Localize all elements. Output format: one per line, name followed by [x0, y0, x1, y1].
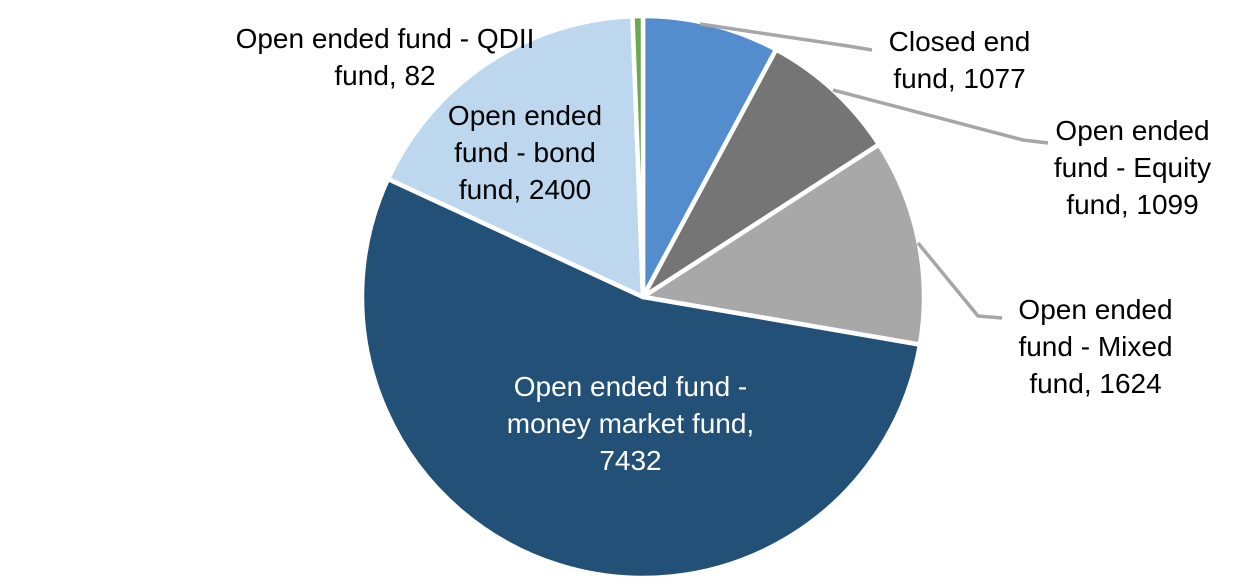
leader-line-closed-end-fund: [699, 22, 873, 52]
leader-lines: [699, 22, 1049, 320]
pie-slice-money-market-fund: [359, 176, 923, 581]
leader-line-equity-fund: [832, 88, 1049, 145]
data-label-bond-fund: Open ended fund - bond fund, 2400: [447, 100, 603, 205]
data-label-equity-fund: Open ended fund - Equity fund, 1099: [1053, 115, 1212, 220]
data-label-money-market-fund: Open ended fund - money market fund, 743…: [506, 371, 755, 476]
pie-slice-qdii-fund: [630, 13, 646, 300]
data-label-qdii-fund: Open ended fund - QDII fund, 82: [235, 23, 535, 91]
pie-slice-mixed-fund: [640, 142, 927, 347]
data-label-closed-end-fund: Closed end fund, 1077: [888, 26, 1031, 94]
data-label-mixed-fund: Open ended fund - Mixed fund, 1624: [1018, 294, 1173, 399]
pie-slice-bond-fund: [385, 13, 646, 300]
leader-line-mixed-fund: [916, 241, 1003, 320]
pie-slices: [359, 13, 927, 581]
